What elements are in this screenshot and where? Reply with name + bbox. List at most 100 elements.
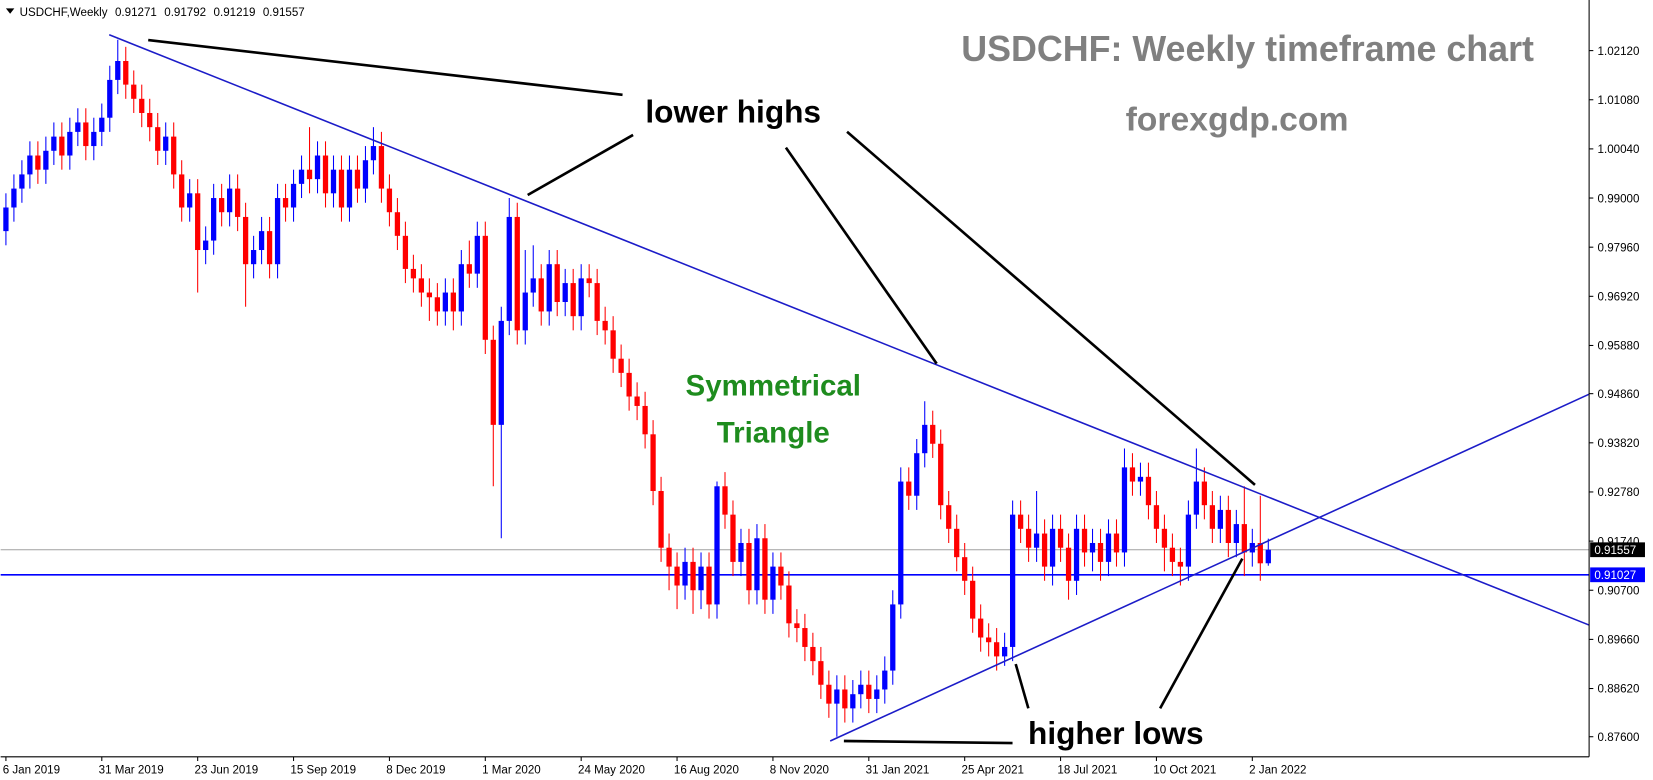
candle-body xyxy=(666,547,672,567)
candle-body xyxy=(1073,528,1080,581)
candle-body xyxy=(1009,514,1016,647)
price-tag xyxy=(1590,567,1645,583)
candle-body xyxy=(131,84,137,99)
candle-body xyxy=(290,183,297,208)
candle-body xyxy=(594,283,600,321)
candle-body xyxy=(147,112,153,128)
candle-body xyxy=(954,528,960,558)
candle-body xyxy=(115,61,121,80)
candle-body xyxy=(426,292,433,298)
y-tick-label: 0.88620 xyxy=(1598,684,1640,696)
candle-body xyxy=(1177,561,1184,567)
pointer xyxy=(1158,558,1244,709)
candle-body xyxy=(3,207,9,232)
candle-body xyxy=(1217,509,1223,529)
candle-body xyxy=(35,155,41,170)
candle-body xyxy=(970,580,976,619)
lower-trendline xyxy=(829,393,1590,742)
candle-body xyxy=(882,670,888,690)
candle-body xyxy=(51,136,57,151)
candle-body xyxy=(626,372,632,397)
candle-body xyxy=(1025,528,1032,548)
price-tag-label: 0.91557 xyxy=(1594,545,1636,557)
symbol: USDCHF,Weekly xyxy=(20,7,108,19)
candle-body xyxy=(354,169,361,189)
candle-body xyxy=(786,585,792,624)
candle-body xyxy=(770,566,776,600)
candle-body xyxy=(1089,542,1096,553)
candle-body xyxy=(754,538,760,591)
candle-body xyxy=(738,542,744,562)
candle-body xyxy=(1113,533,1120,553)
candle-body xyxy=(11,188,17,208)
candle-body xyxy=(1129,467,1136,482)
candle-body xyxy=(163,136,169,151)
candle-body xyxy=(91,131,97,147)
annotation: lower highs xyxy=(645,93,821,129)
candle-body xyxy=(690,561,696,591)
candle-body xyxy=(1081,528,1088,553)
candle-body xyxy=(1041,533,1048,567)
candle-body xyxy=(274,198,281,265)
candle-body xyxy=(242,216,249,265)
x-tick-label: 8 Dec 2019 xyxy=(386,765,445,777)
annotation: higher lows xyxy=(1028,715,1204,751)
ohlc-low: 0.91219 xyxy=(214,7,256,19)
x-tick-label: 31 Mar 2019 xyxy=(99,765,164,777)
candle-body xyxy=(762,538,768,600)
candle-body xyxy=(171,136,177,175)
y-tick-label: 0.99000 xyxy=(1598,193,1640,205)
candle-body xyxy=(442,292,448,312)
candle-body xyxy=(314,155,321,180)
candle-body xyxy=(506,216,512,321)
y-tick-label: 1.00040 xyxy=(1598,144,1640,156)
candle-body xyxy=(1233,524,1239,543)
candle-body xyxy=(546,264,552,312)
upper-trendline xyxy=(108,34,1590,626)
chart-subtitle: forexgdp.com xyxy=(1126,101,1349,139)
candle-body xyxy=(394,212,401,236)
candle-body xyxy=(1137,476,1144,482)
y-tick-label: 1.01080 xyxy=(1598,95,1640,107)
x-tick-label: 15 Sep 2019 xyxy=(290,765,356,777)
x-tick-label: 6 Jan 2019 xyxy=(3,765,60,777)
candle-body xyxy=(578,278,584,317)
candle-body xyxy=(370,146,377,161)
candle-body xyxy=(179,174,185,208)
candle-body xyxy=(83,122,89,147)
x-tick-label: 16 Aug 2020 xyxy=(674,765,739,777)
candle-body xyxy=(658,491,664,548)
candle-body xyxy=(1153,505,1160,529)
candle-body xyxy=(498,320,504,425)
x-tick-label: 31 Jan 2021 xyxy=(866,765,930,777)
candle-body xyxy=(418,278,425,293)
y-tick-label: 0.96920 xyxy=(1598,292,1640,304)
candle-body xyxy=(474,235,480,274)
candle-body xyxy=(1097,542,1104,562)
candle-body xyxy=(866,684,872,699)
candle-body xyxy=(1121,467,1128,553)
candle-body xyxy=(75,122,81,132)
candle-body xyxy=(458,264,464,312)
candle-body xyxy=(1225,509,1231,543)
candle-body xyxy=(922,424,928,454)
candle-body xyxy=(1002,646,1008,657)
candle-body xyxy=(1065,547,1072,581)
pointer xyxy=(784,146,938,365)
candle-body xyxy=(610,330,616,359)
candle-body xyxy=(298,169,305,184)
candle-body xyxy=(778,566,784,586)
candle-body xyxy=(1161,528,1168,548)
candle-body xyxy=(139,98,145,113)
candle-body xyxy=(722,486,728,515)
candle-body xyxy=(834,689,840,704)
candle-body xyxy=(1265,549,1271,564)
candle-body xyxy=(219,198,225,213)
candle-body xyxy=(602,320,608,331)
candle-body xyxy=(906,481,912,496)
pointer xyxy=(1014,663,1030,709)
candle-body xyxy=(1169,547,1176,562)
candle-body xyxy=(930,424,936,444)
candle-body xyxy=(155,127,161,151)
